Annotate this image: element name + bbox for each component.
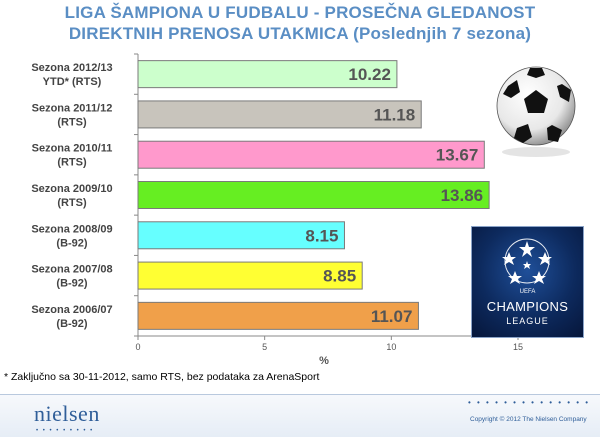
- bar: [137, 301, 419, 330]
- footer-dots: • • • • • • • • • • • • • •: [468, 398, 591, 407]
- category-label-line2: (B-92): [56, 318, 88, 330]
- category-label-line1: Sezona 2006/07: [31, 304, 112, 316]
- category-label-line2: (B-92): [56, 237, 88, 249]
- footnote: * Zaključno sa 30-11-2012, samo RTS, bez…: [4, 371, 320, 383]
- x-tick-label: 5: [262, 342, 267, 352]
- category-label-line2: (RTS): [57, 197, 87, 209]
- soccer-ball-icon: [496, 66, 576, 157]
- category-label-line1: Sezona 2011/12: [32, 102, 113, 114]
- category-label-line1: Sezona 2012/13: [31, 62, 112, 74]
- category-label-line2: YTD* (RTS): [43, 76, 102, 88]
- x-tick-label: 0: [135, 342, 140, 352]
- bar-value-label: 11.07: [371, 307, 413, 326]
- bar: [137, 60, 398, 89]
- chart-title-line2: DIREKTNIH PRENOSA UTAKMICA (Poslednjih 7…: [68, 24, 532, 43]
- league-label: LEAGUE: [506, 316, 549, 326]
- bar: [137, 221, 345, 250]
- bar: [137, 140, 485, 169]
- copyright-text: Copyright © 2012 The Nielsen Company: [470, 416, 587, 423]
- champions-league-logo: UEFA CHAMPIONS LEAGUE: [471, 226, 584, 338]
- bar: [137, 100, 422, 129]
- bar-value-label: 8.15: [305, 226, 338, 245]
- bar: [137, 181, 490, 209]
- category-label-line1: Sezona 2009/10: [31, 183, 112, 195]
- starball-icon: [502, 238, 552, 284]
- x-tick-label: 15: [513, 342, 523, 352]
- category-label-line2: (RTS): [57, 116, 87, 128]
- x-tick-label: 10: [386, 342, 396, 352]
- category-label-line1: Sezona 2007/08: [31, 264, 112, 276]
- bar: [137, 261, 363, 290]
- category-label-line1: Sezona 2008/09: [31, 223, 112, 235]
- chart-title-line1: LIGA ŠAMPIONA U FUDBALU - PROSEČNA GLEDA…: [64, 3, 536, 22]
- nielsen-logo-dots: • • • • • • • • •: [36, 428, 94, 434]
- bar-value-label: 8.85: [323, 267, 356, 286]
- bar-chart: Sezona 2012/13 YTD* (RTS) 10.22 Sezona 2011…: [31, 53, 576, 367]
- bar-value-label: 11.18: [374, 105, 416, 124]
- category-label-line2: (RTS): [57, 157, 87, 169]
- champions-label: CHAMPIONS: [486, 299, 569, 314]
- uefa-label: UEFA: [519, 289, 536, 295]
- bar-value-label: 10.22: [348, 65, 391, 84]
- bar-value-label: 13.86: [441, 186, 484, 205]
- footer-bar: [0, 394, 600, 437]
- category-label-line2: (B-92): [56, 278, 88, 290]
- nielsen-logo: nielsen: [34, 401, 100, 426]
- x-axis-label: %: [319, 355, 329, 367]
- category-label-line1: Sezona 2010/11: [32, 143, 113, 155]
- footer-divider: [0, 394, 600, 395]
- bar-value-label: 13.67: [436, 146, 479, 165]
